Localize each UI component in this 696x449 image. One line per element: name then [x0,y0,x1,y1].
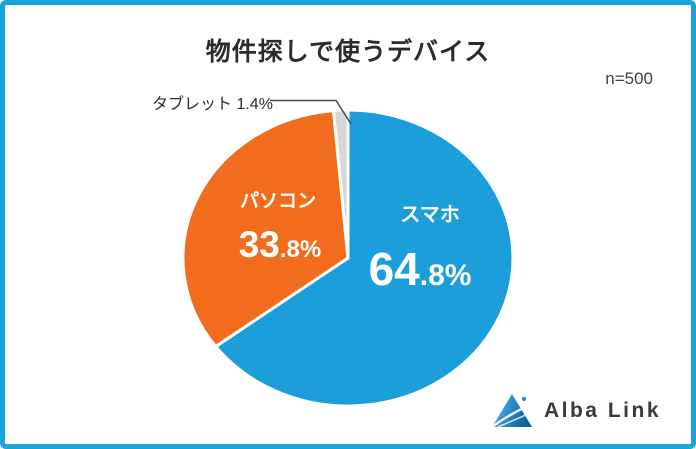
logo-text: Alba Link [543,399,661,422]
smartphone-value-fraction: .8% [419,259,472,292]
sample-size-label: n=500 [605,69,653,88]
chart-title: 物件探しで使うデバイス [205,38,491,66]
logo-triangle-icon [491,394,532,428]
pc-slice-label: パソコン [239,191,316,212]
pie-slice-2 [332,108,350,260]
pie-slice-1 [181,109,350,348]
pc-value-integer: 33 [238,224,280,265]
company-logo: Alba Link [490,391,661,431]
smartphone-slice-label: スマホ [400,204,460,226]
smartphone-slice-value: 64.8% [340,246,500,292]
pie-slice-0 [214,108,515,408]
tablet-callout-label: タブレット 1.4% [152,96,273,113]
pie-slices [181,108,515,408]
tablet-callout-line [270,99,352,125]
smartphone-value-integer: 64 [368,243,420,295]
pc-value-fraction: .8% [279,236,322,263]
pie-chart-svg [181,99,515,408]
pc-slice-value: 33.8% [200,226,360,263]
